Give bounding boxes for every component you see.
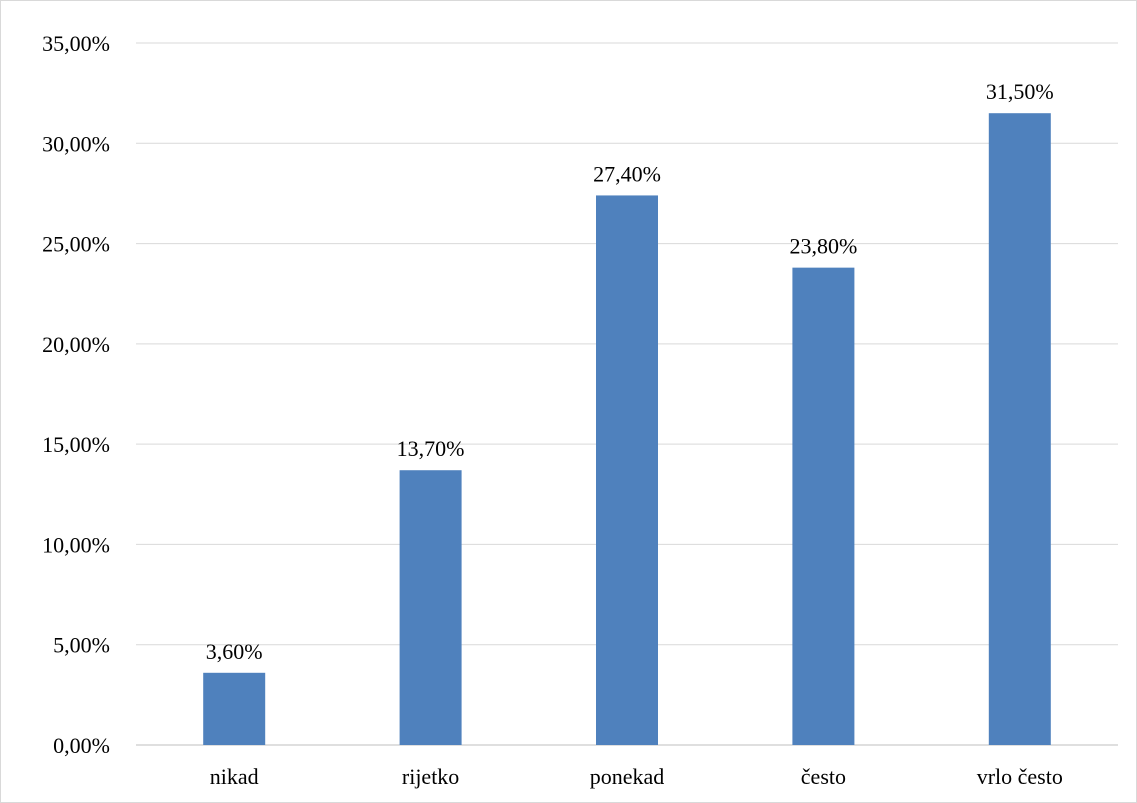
y-tick-label: 0,00% [53, 733, 110, 758]
bar [399, 470, 462, 745]
category-label: ponekad [590, 764, 665, 789]
category-label: često [801, 764, 846, 789]
data-labels: 3,60% 13,70% 27,40% 23,80% 31,50% [206, 79, 1054, 664]
data-label: 3,60% [206, 639, 263, 664]
data-label: 31,50% [986, 79, 1054, 104]
bar [988, 113, 1051, 745]
x-axis-categories: nikad rijetko ponekad često vrlo često [210, 764, 1063, 789]
y-tick-label: 30,00% [42, 131, 110, 156]
y-tick-label: 20,00% [42, 332, 110, 357]
y-tick-label: 5,00% [53, 633, 110, 658]
data-label: 13,70% [397, 436, 465, 461]
y-tick-label: 25,00% [42, 232, 110, 257]
category-label: vrlo često [977, 764, 1063, 789]
bars [203, 113, 1051, 746]
bar [596, 195, 658, 746]
y-tick-label: 10,00% [42, 532, 110, 557]
category-label: rijetko [402, 764, 459, 789]
data-label: 27,40% [593, 161, 661, 186]
bar [792, 267, 855, 745]
category-label: nikad [210, 764, 259, 789]
bar [203, 672, 266, 745]
y-tick-label: 35,00% [42, 31, 110, 56]
data-label: 23,80% [789, 234, 857, 259]
y-tick-label: 15,00% [42, 432, 110, 457]
y-axis-ticks: 0,00% 5,00% 10,00% 15,00% 20,00% 25,00% 30,00%… [42, 31, 110, 758]
